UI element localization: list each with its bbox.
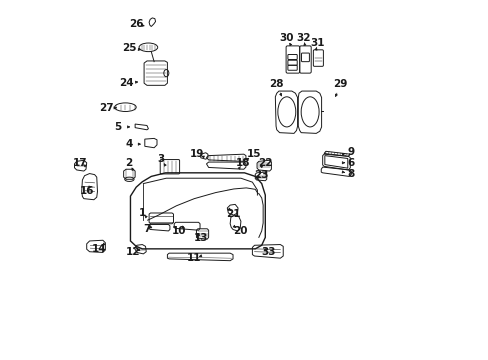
Text: 25: 25	[122, 43, 136, 53]
Text: 16: 16	[80, 186, 95, 197]
Text: 3: 3	[157, 154, 164, 164]
Text: 28: 28	[268, 79, 283, 89]
Text: 31: 31	[310, 38, 325, 48]
Text: 10: 10	[172, 226, 186, 236]
Text: 5: 5	[114, 122, 122, 132]
Text: 9: 9	[347, 147, 354, 157]
Text: 8: 8	[347, 168, 354, 179]
Text: 12: 12	[125, 247, 140, 257]
Text: 6: 6	[347, 158, 354, 168]
Text: 32: 32	[296, 33, 310, 43]
Text: 7: 7	[143, 225, 150, 234]
Text: 27: 27	[99, 103, 114, 113]
Text: 29: 29	[333, 79, 347, 89]
Text: 15: 15	[247, 149, 261, 159]
Text: 23: 23	[254, 170, 268, 180]
Text: 19: 19	[189, 149, 204, 159]
Text: 2: 2	[125, 158, 132, 168]
Text: 20: 20	[232, 226, 247, 236]
Text: 11: 11	[186, 253, 201, 263]
Text: 17: 17	[73, 158, 87, 168]
Text: 4: 4	[125, 139, 132, 149]
Text: 24: 24	[119, 78, 133, 88]
Text: 14: 14	[92, 244, 106, 254]
Text: 21: 21	[225, 209, 240, 219]
Text: 1: 1	[139, 208, 145, 218]
Text: 22: 22	[258, 158, 272, 168]
Text: 13: 13	[193, 233, 207, 243]
Text: 18: 18	[235, 158, 249, 168]
Text: 33: 33	[261, 247, 276, 257]
Text: 30: 30	[279, 33, 293, 43]
Text: 26: 26	[129, 19, 143, 29]
